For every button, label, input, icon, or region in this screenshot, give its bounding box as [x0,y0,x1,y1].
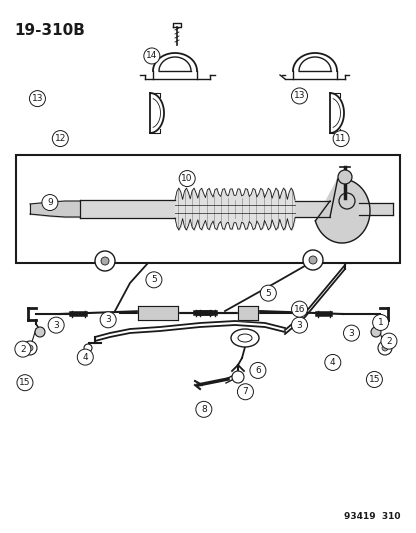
Circle shape [378,341,392,355]
Circle shape [23,341,37,355]
Circle shape [15,341,31,357]
Circle shape [48,317,64,333]
Text: 9: 9 [47,198,53,207]
Circle shape [101,257,109,265]
Circle shape [95,251,115,271]
Circle shape [100,312,116,328]
Text: 11: 11 [335,134,347,143]
Circle shape [179,171,195,187]
Polygon shape [315,179,370,243]
Circle shape [292,317,307,333]
Circle shape [238,384,253,400]
Circle shape [42,195,58,211]
Text: 5: 5 [151,276,157,284]
Text: 13: 13 [294,92,305,100]
Text: 2: 2 [386,337,392,345]
Text: 16: 16 [294,305,305,313]
Text: 93419  310: 93419 310 [344,512,400,521]
Circle shape [371,327,381,337]
Text: 10: 10 [181,174,193,183]
Circle shape [27,345,33,351]
Circle shape [77,349,93,365]
Ellipse shape [231,329,259,347]
Circle shape [333,131,349,147]
Circle shape [260,285,276,301]
Circle shape [144,48,160,64]
Circle shape [382,345,388,351]
Text: 4: 4 [330,358,336,367]
Text: 1: 1 [378,318,384,327]
Text: 3: 3 [53,321,59,329]
Text: 3: 3 [297,321,302,329]
Text: 8: 8 [201,405,207,414]
Text: 15: 15 [369,375,380,384]
Text: 6: 6 [255,366,261,375]
Circle shape [325,354,341,370]
Circle shape [366,372,382,387]
Text: 19-310B: 19-310B [14,23,85,38]
Circle shape [309,256,317,264]
Circle shape [373,314,389,330]
Circle shape [344,325,359,341]
Circle shape [52,131,68,147]
Circle shape [30,91,45,107]
Text: 2: 2 [20,345,26,353]
Circle shape [250,362,266,378]
Text: 7: 7 [243,387,248,396]
Text: 3: 3 [349,329,354,337]
Text: 12: 12 [54,134,66,143]
Circle shape [381,333,397,349]
Text: 3: 3 [105,316,111,324]
Circle shape [292,301,307,317]
Circle shape [35,327,45,337]
Text: 5: 5 [265,289,271,297]
Text: 15: 15 [19,378,31,387]
Text: 14: 14 [146,52,158,60]
Circle shape [146,272,162,288]
Circle shape [232,371,244,383]
Bar [16,155,400,263]
Circle shape [196,401,212,417]
Circle shape [292,88,307,104]
Circle shape [338,170,352,184]
Text: 13: 13 [32,94,43,103]
Circle shape [303,250,323,270]
Circle shape [17,375,33,391]
Text: 4: 4 [82,353,88,361]
